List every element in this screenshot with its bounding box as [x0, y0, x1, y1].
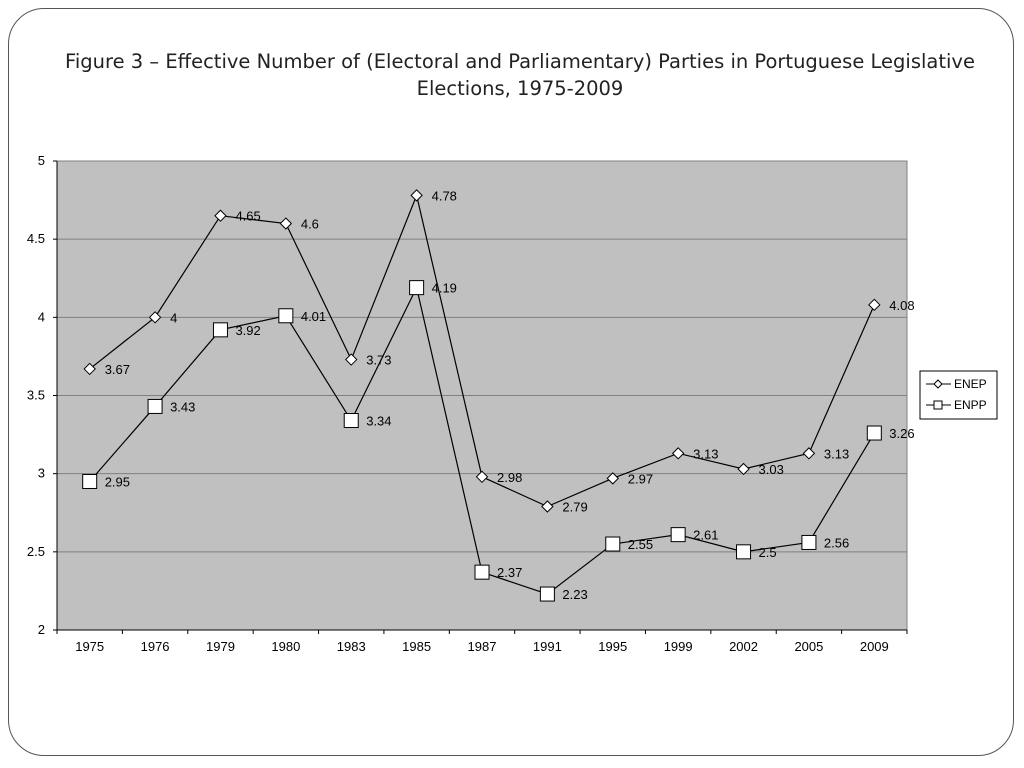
- x-tick-label: 1987: [468, 639, 497, 654]
- y-tick-label: 2.5: [27, 544, 45, 559]
- data-point-enpp: [409, 280, 425, 296]
- data-point-enep: [410, 189, 423, 202]
- x-tick-label: 1999: [664, 639, 693, 654]
- data-label-enep: 4.6: [301, 217, 319, 232]
- legend-label-enpp: ENPP: [954, 398, 987, 412]
- data-label-enpp: 2.55: [628, 537, 653, 552]
- x-tick-label: 1985: [402, 639, 431, 654]
- data-label-enpp: 3.26: [889, 426, 914, 441]
- y-tick-label: 3.5: [27, 388, 45, 403]
- data-point-enep: [279, 217, 293, 230]
- y-tick-label: 3: [38, 466, 45, 481]
- data-point-enep: [606, 472, 619, 485]
- data-point-enep: [83, 362, 96, 376]
- x-tick-label: 1980: [271, 639, 300, 654]
- data-point-enpp: [539, 586, 555, 602]
- chart-title: Figure 3 – Effective Number of (Electora…: [40, 48, 1000, 102]
- data-point-enpp: [212, 322, 228, 338]
- data-label-enep: 3.73: [366, 353, 391, 368]
- data-label-enpp: 4.19: [432, 281, 457, 296]
- series-group: 3.67 4 4.65 4.6 3.73 4.78 2.98 2.79 2.97 3.13 3.03…: [82, 188, 915, 602]
- data-label-enep: 2.79: [562, 499, 587, 514]
- x-tick-label: 1991: [533, 639, 562, 654]
- data-point-enpp: [866, 425, 882, 441]
- y-tick-label: 4: [38, 309, 45, 324]
- data-label-enep: 4.08: [889, 298, 914, 313]
- data-point-enpp: [670, 527, 686, 543]
- data-point-enpp: [801, 534, 817, 550]
- x-tick-label: 1976: [141, 639, 170, 654]
- legend-marker-enpp: [933, 400, 943, 410]
- data-point-enep: [214, 209, 227, 222]
- data-label-enpp: 2.37: [497, 565, 522, 580]
- x-tick-label: 2005: [794, 639, 823, 654]
- legend-marker-enep: [933, 379, 943, 389]
- data-point-enep: [737, 462, 750, 476]
- data-point-enpp: [605, 536, 621, 552]
- data-label-enep: 3.13: [693, 446, 718, 461]
- data-point-enep: [868, 298, 881, 312]
- data-point-enpp: [474, 564, 490, 580]
- legend: ENEP ENPP: [919, 370, 998, 420]
- data-label-enpp: 4.01: [301, 309, 326, 324]
- x-tick-label: 1975: [75, 639, 104, 654]
- data-label-enep: 2.97: [628, 471, 653, 486]
- data-point-enep: [475, 470, 489, 484]
- y-tick-label: 4.5: [27, 231, 45, 246]
- data-label-enpp: 2.95: [105, 474, 130, 489]
- data-label-enpp: 3.92: [235, 323, 260, 338]
- data-label-enep: 3.03: [759, 462, 784, 477]
- data-label-enep: 4: [170, 310, 177, 325]
- data-label-enep: 2.98: [497, 470, 522, 485]
- data-point-enpp: [147, 398, 163, 414]
- data-label-enep: 3.13: [824, 446, 849, 461]
- data-point-enep: [671, 447, 685, 460]
- x-tick-label: 1995: [598, 639, 627, 654]
- chart-title-line-1: Figure 3 – Effective Number of (Electora…: [65, 50, 975, 73]
- data-label-enpp: 2.56: [824, 535, 849, 550]
- data-label-enpp: 3.43: [170, 399, 195, 414]
- y-tick-label: 5: [38, 153, 45, 168]
- data-label-enep: 4.65: [235, 209, 260, 224]
- data-label-enpp: 2.61: [693, 528, 718, 543]
- x-tick-label: 2009: [860, 639, 889, 654]
- data-label-enpp: 2.5: [759, 545, 777, 560]
- data-label-enep: 3.67: [105, 362, 130, 377]
- x-tick-label: 1979: [206, 639, 235, 654]
- x-tick-label: 2002: [729, 639, 758, 654]
- data-point-enep: [541, 500, 554, 513]
- data-label-enpp: 2.23: [562, 587, 587, 602]
- data-point-enpp: [736, 544, 752, 560]
- data-point-enep: [345, 353, 358, 366]
- data-point-enep: [802, 447, 816, 460]
- axes: 2 2.5 3 3.5 4 4.5 5 1975 1976 1979 1980 1983 1985 198…: [27, 153, 908, 654]
- data-point-enpp: [343, 413, 359, 429]
- legend-box: [919, 370, 998, 420]
- chart-title-line-2: Elections, 1975-2009: [416, 77, 624, 100]
- data-point-enpp: [82, 473, 98, 489]
- data-label-enpp: 3.34: [366, 414, 391, 429]
- y-tick-label: 2: [38, 622, 45, 637]
- x-tick-label: 1983: [337, 639, 366, 654]
- data-point-enpp: [278, 308, 294, 324]
- data-point-enep: [148, 311, 162, 324]
- data-label-enep: 4.78: [432, 188, 457, 203]
- legend-label-enep: ENEP: [954, 377, 987, 391]
